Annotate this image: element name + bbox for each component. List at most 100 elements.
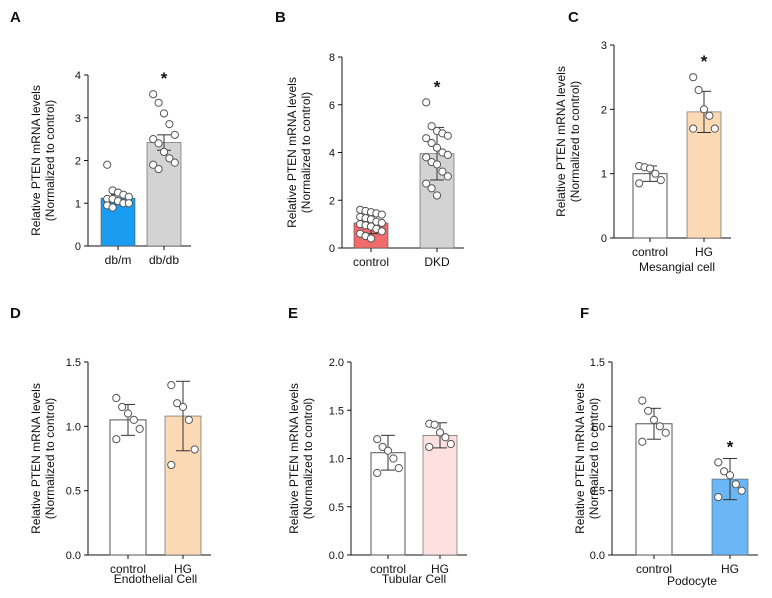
y-tick-label: 8: [329, 52, 335, 64]
x-axis-label: Endothelial Cell: [114, 572, 197, 586]
y-tick-label: 1: [601, 169, 607, 181]
data-point: [694, 85, 703, 95]
data-point: [167, 460, 176, 470]
data-point: [725, 471, 735, 480]
data-point: [714, 458, 723, 467]
data-point: [655, 422, 664, 431]
data-point: [129, 415, 138, 424]
panel-letter: A: [10, 9, 21, 26]
data-point: [165, 154, 174, 163]
y-tick-label: 0.5: [66, 486, 81, 498]
data-point: [178, 402, 188, 412]
data-point: [422, 153, 431, 162]
data-point: [103, 160, 112, 169]
data-point: [159, 147, 169, 157]
y-tick-label: 2: [75, 156, 81, 168]
y-tick-label: 0: [601, 233, 607, 245]
panel-e: E 0.0 0.5 1.0 1.5 2.0 control HG Relative PTEN m…: [287, 305, 467, 586]
y-tick-label: 3: [601, 40, 607, 52]
panel-letter: F: [580, 305, 589, 322]
data-point: [422, 134, 431, 143]
y-axis-label: Relative PTEN mRNA levels: [285, 77, 299, 228]
data-point: [430, 420, 439, 429]
data-point: [112, 435, 121, 444]
data-point: [389, 454, 398, 463]
y-axis-label: Relative PTEN mRNA levels: [573, 383, 587, 534]
data-point: [154, 164, 163, 174]
data-point: [383, 446, 393, 455]
data-point: [651, 169, 660, 178]
data-point: [446, 439, 455, 449]
data-point: [705, 111, 714, 120]
panel-b: B 0 2 4 6 8 control DKD * Relative PTEN mRNA leve…: [275, 9, 464, 269]
x-axis-label: Tubular Cell: [382, 572, 446, 586]
data-point: [154, 139, 163, 148]
y-tick-label: 4: [329, 148, 335, 160]
x-tick-label: HG: [431, 562, 449, 576]
y-tick-label: 1.0: [590, 421, 605, 433]
data-point: [149, 90, 158, 99]
data-point: [438, 167, 447, 176]
data-point: [366, 234, 376, 243]
x-tick-label: control: [632, 245, 668, 259]
data-point: [167, 381, 176, 390]
y-axis-label: Relative PTEN mRNA levels: [287, 383, 301, 534]
x-axis-label: Mesangial cell: [639, 260, 715, 274]
x-tick-label: db/db: [149, 253, 179, 267]
panel-c: C 0 1 2 3 control HG * Relative PTEN mRNA levels…: [554, 9, 731, 274]
data-point: [441, 433, 450, 442]
y-tick-label: 1.0: [329, 454, 344, 466]
data-point: [173, 399, 182, 408]
data-point: [644, 406, 653, 415]
bar: [422, 435, 458, 556]
y-tick-label: 1.5: [329, 405, 344, 417]
data-point: [649, 415, 659, 424]
y-tick-label: 4: [75, 70, 81, 82]
data-point: [435, 428, 445, 437]
y-axis-label: (Normalized to control): [301, 398, 315, 519]
data-point: [190, 445, 199, 454]
data-point: [422, 179, 431, 188]
x-tick-label: control: [636, 562, 672, 576]
y-tick-label: 0.0: [590, 550, 605, 562]
data-point: [427, 184, 436, 193]
data-point: [149, 135, 158, 144]
data-point: [645, 164, 655, 173]
panel-a: A 0 1 2 3 4 db/m db/db * Relative PTEN mRNA level…: [10, 9, 191, 267]
x-tick-label: control: [353, 255, 389, 269]
data-point: [737, 486, 746, 495]
data-point: [377, 227, 386, 236]
panel-letter: E: [288, 305, 298, 322]
data-point: [170, 158, 179, 167]
significance-star: *: [727, 437, 734, 456]
data-point: [425, 442, 434, 452]
panel-letter: D: [10, 305, 21, 322]
data-point: [432, 143, 442, 152]
data-point: [699, 105, 709, 114]
x-tick-label: db/m: [105, 253, 132, 267]
data-point: [159, 109, 169, 118]
data-point: [443, 172, 452, 181]
y-tick-label: 0: [75, 241, 81, 253]
data-point: [378, 442, 387, 452]
data-point: [118, 402, 127, 412]
data-point: [656, 176, 665, 185]
y-tick-label: 0: [329, 243, 335, 255]
data-point: [443, 131, 452, 140]
data-point: [377, 218, 386, 228]
y-axis-label: Relative PTEN mRNA levels: [29, 85, 43, 236]
y-tick-label: 0.5: [590, 486, 605, 498]
data-point: [394, 464, 403, 473]
y-axis-label: (Normalized to control): [587, 398, 601, 519]
y-tick-label: 2: [329, 195, 335, 207]
data-point: [661, 428, 670, 437]
y-tick-label: 3: [75, 113, 81, 125]
y-tick-label: 0.5: [329, 502, 344, 514]
data-point: [427, 122, 436, 131]
data-point: [170, 130, 179, 139]
data-point: [638, 437, 647, 446]
data-point: [373, 468, 382, 478]
data-point: [689, 124, 698, 133]
significance-star: *: [161, 69, 168, 88]
